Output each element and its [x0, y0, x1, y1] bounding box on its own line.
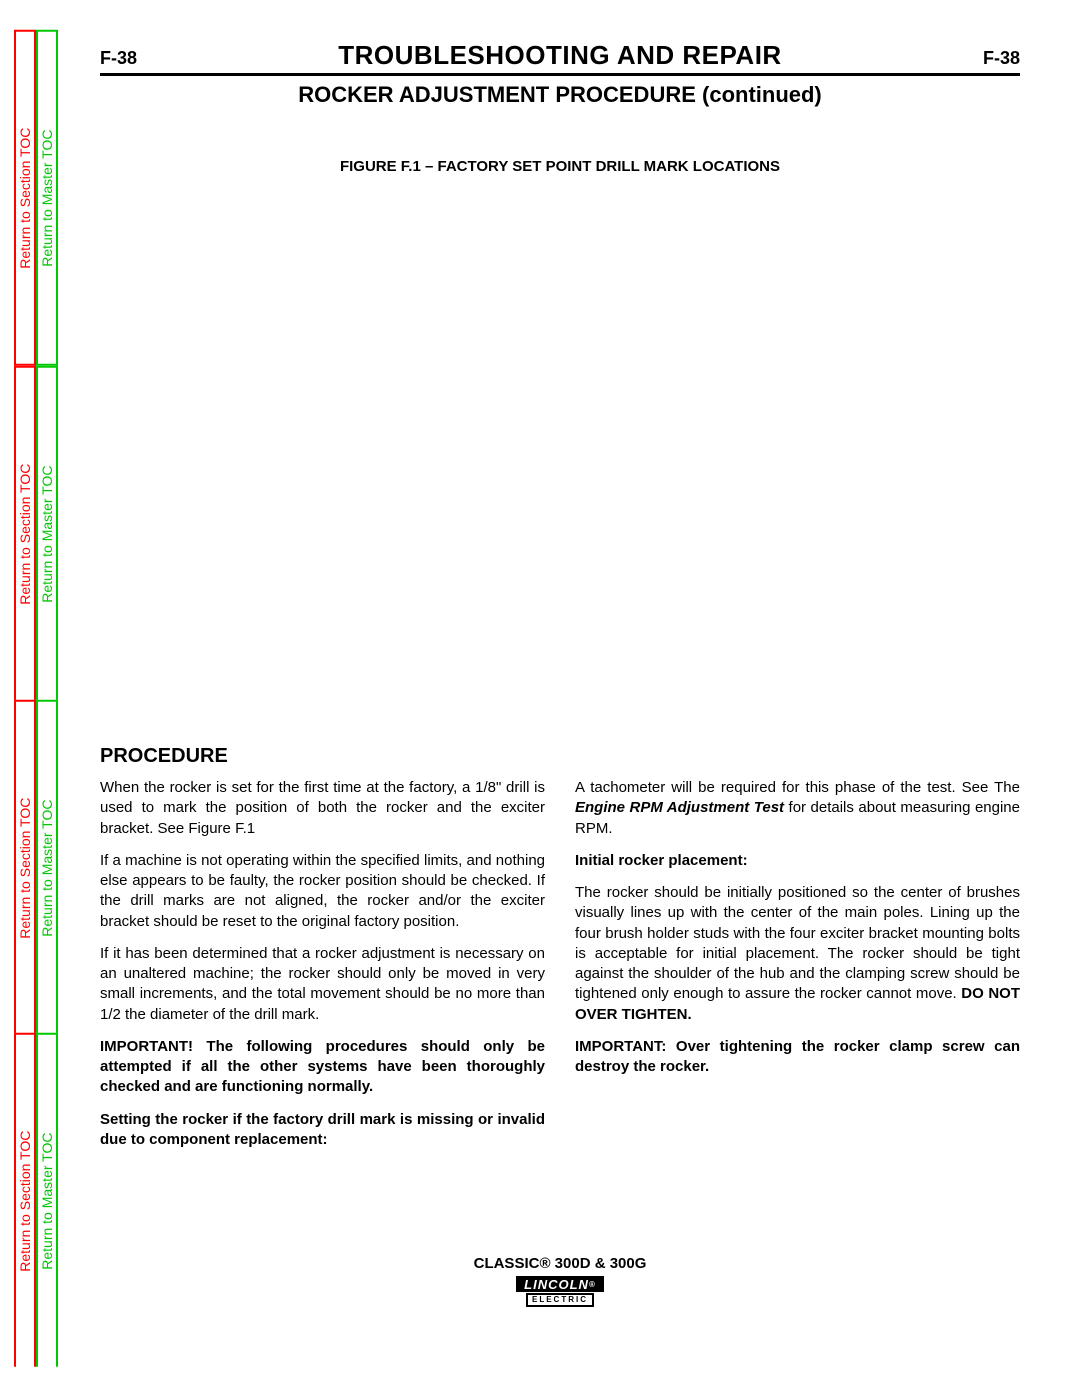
master-toc-column: Return to Master TOC Return to Master TO… — [36, 30, 58, 1367]
figure-caption: FIGURE F.1 – FACTORY SET POINT DRILL MAR… — [100, 158, 1020, 175]
page-footer: CLASSIC® 300D & 300G LINCOLN® ELECTRIC — [100, 1255, 1020, 1307]
return-master-toc-link-4[interactable]: Return to Master TOC — [36, 1033, 58, 1367]
left-p1: When the rocker is set for the first tim… — [100, 778, 545, 839]
right-p3-important: IMPORTANT: Over tightening the rocker cl… — [575, 1037, 1020, 1078]
left-p5-setting: Setting the rocker if the factory drill … — [100, 1110, 545, 1151]
page-number-left: F-38 — [100, 48, 137, 69]
logo-brand-text: LINCOLN — [524, 1277, 589, 1292]
engine-rpm-test-ref: Engine RPM Adjustment Test — [575, 799, 784, 816]
page-content: F-38 TROUBLESHOOTING AND REPAIR F-38 ROC… — [100, 40, 1020, 1357]
logo-brand: LINCOLN® — [516, 1276, 604, 1292]
left-p4-important: IMPORTANT! The following procedures shou… — [100, 1037, 545, 1098]
return-section-toc-link-3[interactable]: Return to Section TOC — [14, 700, 36, 1034]
figure-placeholder — [100, 175, 1020, 735]
logo-registered-mark: ® — [589, 1280, 596, 1289]
right-p1: A tachometer will be required for this p… — [575, 778, 1020, 839]
right-column: A tachometer will be required for this p… — [575, 778, 1020, 1162]
section-toc-column: Return to Section TOC Return to Section … — [14, 30, 36, 1367]
lincoln-logo: LINCOLN® ELECTRIC — [100, 1276, 1020, 1307]
page-header: F-38 TROUBLESHOOTING AND REPAIR F-38 — [100, 40, 1020, 76]
left-p2: If a machine is not operating within the… — [100, 851, 545, 932]
procedure-columns: When the rocker is set for the first tim… — [100, 778, 1020, 1162]
side-navigation-tabs: Return to Section TOC Return to Section … — [14, 30, 58, 1367]
right-p1-pre: A tachometer will be required for this p… — [575, 779, 1020, 796]
return-section-toc-link-1[interactable]: Return to Section TOC — [14, 30, 36, 366]
page: Return to Section TOC Return to Section … — [0, 0, 1080, 1397]
return-section-toc-link-2[interactable]: Return to Section TOC — [14, 366, 36, 700]
return-master-toc-link-3[interactable]: Return to Master TOC — [36, 700, 58, 1034]
right-p2-pre: The rocker should be initially positione… — [575, 884, 1020, 1002]
page-number-right: F-38 — [983, 48, 1020, 69]
right-p2: The rocker should be initially positione… — [575, 883, 1020, 1025]
logo-subbrand: ELECTRIC — [526, 1293, 594, 1307]
return-section-toc-link-4[interactable]: Return to Section TOC — [14, 1033, 36, 1367]
page-title: TROUBLESHOOTING AND REPAIR — [338, 40, 781, 71]
return-master-toc-link-1[interactable]: Return to Master TOC — [36, 30, 58, 366]
page-subtitle: ROCKER ADJUSTMENT PROCEDURE (continued) — [100, 82, 1020, 108]
return-master-toc-link-2[interactable]: Return to Master TOC — [36, 366, 58, 700]
procedure-heading: PROCEDURE — [100, 745, 1020, 768]
left-column: When the rocker is set for the first tim… — [100, 778, 545, 1162]
left-p3: If it has been determined that a rocker … — [100, 944, 545, 1025]
initial-placement-subhead: Initial rocker placement: — [575, 851, 1020, 871]
footer-model: CLASSIC® 300D & 300G — [100, 1255, 1020, 1272]
